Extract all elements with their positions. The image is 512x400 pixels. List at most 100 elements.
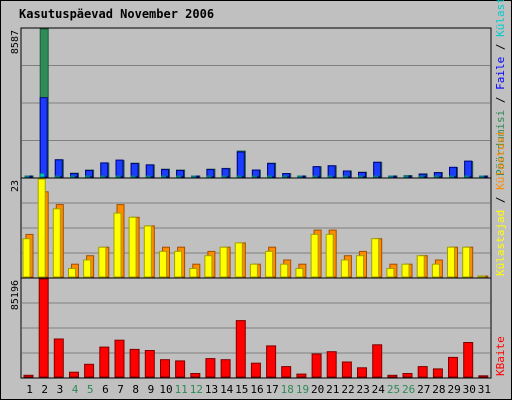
bar-hits-Külastusi-day-22: Külastusi 22: 20	[342, 175, 348, 178]
bar-hits-Külastusi-day-31: Külastusi 31: 5	[479, 175, 485, 178]
x-tick-day-11: 11	[175, 383, 188, 396]
bar-visits-Külastajad-day-2: Külastajad 2: 23	[37, 178, 46, 278]
bar-kbytes-KBaite-day-28: KBaite 28: 7000	[432, 368, 443, 378]
visits-max-label: 23	[10, 180, 21, 192]
bar-hits-Külastusi-day-14: Külastusi 14: 30	[221, 175, 227, 178]
bar-hits-Külastusi-day-2: Külastusi 2: 200	[39, 173, 45, 178]
bar-layer: Pöördumisi 1: 60Faile 1: 40Külastusi 1: …	[22, 28, 489, 378]
bar-kbytes-KBaite-day-19: KBaite 19: 2500	[296, 373, 307, 378]
x-tick-day-5: 5	[87, 383, 94, 396]
bar-visits-Külastajad-day-10: Külastajad 10: 6	[159, 250, 167, 278]
x-tick-day-6: 6	[102, 383, 109, 396]
bar-visits-Külastajad-day-7: Külastajad 7: 15	[113, 212, 122, 278]
x-tick-day-14: 14	[220, 383, 234, 396]
x-tick-day-9: 9	[148, 383, 155, 396]
bar-visits-Külastajad-day-15: Külastajad 15: 8	[234, 242, 243, 278]
bar-hits-Faile-day-21: Faile 21: 650	[327, 165, 336, 178]
bar-hits-Külastusi-day-4: Külastusi 4: 20	[70, 175, 75, 178]
bar-hits-Külastusi-day-15: Külastusi 15: 60	[236, 175, 242, 178]
bar-hits-Külastusi-day-24: Külastusi 24: 40	[373, 175, 379, 178]
x-tick-day-31: 31	[478, 383, 491, 396]
grid-lines	[22, 65, 490, 354]
bar-hits-Külastusi-day-1: Külastusi 1: 10	[24, 175, 30, 178]
x-tick-day-23: 23	[356, 383, 369, 396]
bar-hits-Faile-day-15: Faile 15: 1450	[236, 151, 245, 178]
bar-visits-Külastajad-day-21: Külastajad 21: 10	[325, 233, 334, 278]
x-tick-day-22: 22	[341, 383, 354, 396]
bar-kbytes-KBaite-day-16: KBaite 16: 12000	[250, 362, 261, 378]
legend-item-visits-0: Külastajad	[494, 210, 507, 276]
bar-kbytes-KBaite-day-27: KBaite 27: 9000	[417, 366, 428, 378]
bar-kbytes-KBaite-day-8: KBaite 8: 24000	[129, 348, 140, 378]
bar-hits-Külastusi-day-10: Külastusi 10: 30	[161, 175, 166, 178]
bar-kbytes-KBaite-day-22: KBaite 22: 13000	[341, 361, 352, 378]
bar-hits-Külastusi-day-7: Külastusi 7: 50	[115, 175, 121, 178]
bar-visits-Külastajad-day-19: Külastajad 19: 2	[295, 268, 304, 278]
bar-kbytes-KBaite-day-11: KBaite 11: 14000	[175, 360, 186, 378]
bar-hits-Külastusi-day-13: Külastusi 13: 25	[206, 175, 212, 178]
bar-hits-Külastusi-day-20: Külastusi 20: 30	[312, 175, 318, 178]
x-tick-day-7: 7	[117, 383, 124, 396]
bar-hits-Faile-day-7: Faile 7: 980	[115, 159, 124, 178]
bar-hits-Külastusi-day-19: Külastusi 19: 5	[297, 175, 303, 178]
bar-kbytes-KBaite-day-17: KBaite 17: 27000	[266, 345, 277, 378]
bar-kbytes-KBaite-day-20: KBaite 20: 20000	[311, 353, 322, 378]
x-tick-day-3: 3	[57, 383, 64, 396]
bar-kbytes-KBaite-day-6: KBaite 6: 26000	[99, 346, 110, 378]
bar-visits-Külastajad-day-20: Külastajad 20: 10	[310, 233, 319, 278]
bar-kbytes-KBaite-day-10: KBaite 10: 15000	[160, 359, 170, 378]
bar-hits-Külastusi-day-17: Külastusi 17: 35	[267, 175, 273, 178]
x-tick-day-30: 30	[463, 383, 476, 396]
bar-hits-Külastusi-day-18: Külastusi 18: 15	[282, 175, 288, 178]
bar-visits-Külastajad-day-31: Külastajad 31: 0	[477, 275, 486, 278]
bar-kbytes-KBaite-day-31: KBaite 31: 1000	[478, 375, 489, 378]
bar-visits-Külastajad-day-25: Külastajad 25: 2	[386, 268, 395, 278]
x-tick-day-10: 10	[159, 383, 172, 396]
legend-item-visits-1: /	[494, 190, 507, 210]
x-tick-day-4: 4	[72, 383, 79, 396]
bar-kbytes-KBaite-day-4: KBaite 4: 4200	[69, 371, 79, 378]
bar-visits-Külastajad-day-30: Külastajad 30: 7	[462, 246, 471, 278]
bar-visits-Külastajad-day-1: Külastajad 1: 9	[22, 238, 31, 278]
bar-hits-Külastusi-day-29: Külastusi 29: 30	[449, 175, 454, 178]
x-tick-day-13: 13	[205, 383, 218, 396]
bar-kbytes-KBaite-day-18: KBaite 18: 9000	[281, 366, 292, 378]
bar-hits-Faile-day-3: Faile 3: 1000	[54, 159, 63, 178]
bar-visits-Külastajad-day-11: Külastajad 11: 6	[174, 250, 183, 278]
bar-kbytes-KBaite-day-23: KBaite 23: 8000	[357, 367, 367, 378]
x-tick-day-21: 21	[326, 383, 339, 396]
bar-visits-Külastajad-day-23: Külastajad 23: 5	[356, 255, 364, 278]
kbytes-max-label: 85196	[10, 280, 21, 310]
bar-hits-Külastusi-day-16: Külastusi 16: 30	[251, 175, 257, 178]
bar-kbytes-KBaite-day-13: KBaite 13: 16000	[205, 358, 216, 378]
chart-title: Kasutuspäevad November 2006	[19, 7, 214, 21]
x-tick-day-12: 12	[190, 383, 203, 396]
x-tick-day-29: 29	[447, 383, 460, 396]
bar-kbytes-KBaite-day-3: KBaite 3: 33000	[53, 338, 64, 378]
legend-item-kbytes-0: KBaite	[494, 336, 507, 376]
bar-visits-Külastajad-day-13: Külastajad 13: 5	[204, 255, 213, 278]
hits-max-label: 8587	[10, 30, 21, 54]
legend-hits: Pöördumisi / Faile / Külastusi	[494, 0, 507, 176]
legend-item-hits-3: /	[494, 37, 507, 57]
bar-visits-Külastajad-day-3: Külastajad 3: 16	[52, 208, 61, 278]
bar-visits-Külastajad-day-26: Külastajad 26: 3	[401, 263, 410, 278]
bar-hits-Faile-day-20: Faile 20: 600	[312, 166, 321, 178]
x-tick-day-2: 2	[41, 383, 48, 396]
bar-hits-Külastusi-day-27: Külastusi 27: 15	[418, 175, 424, 178]
x-tick-day-17: 17	[266, 383, 279, 396]
bar-visits-Külastajad-day-12: Külastajad 12: 2	[189, 268, 198, 278]
bar-kbytes-KBaite-day-25: KBaite 25: 1500	[387, 374, 398, 378]
x-tick-day-26: 26	[402, 383, 415, 396]
bar-visits-Külastajad-day-9: Külastajad 9: 12	[143, 225, 152, 278]
bar-visits-Külastajad-day-22: Külastajad 22: 4	[340, 259, 349, 278]
x-tick-day-20: 20	[311, 383, 324, 396]
bar-kbytes-KBaite-day-21: KBaite 21: 22000	[326, 351, 337, 378]
x-tick-day-16: 16	[250, 383, 263, 396]
bar-hits-Faile-day-24: Faile 24: 850	[373, 161, 382, 178]
bar-kbytes-KBaite-day-29: KBaite 29: 17000	[448, 356, 458, 378]
bar-kbytes-KBaite-day-7: KBaite 7: 32000	[114, 339, 125, 378]
bar-visits-Külastajad-day-27: Külastajad 27: 5	[416, 255, 425, 278]
